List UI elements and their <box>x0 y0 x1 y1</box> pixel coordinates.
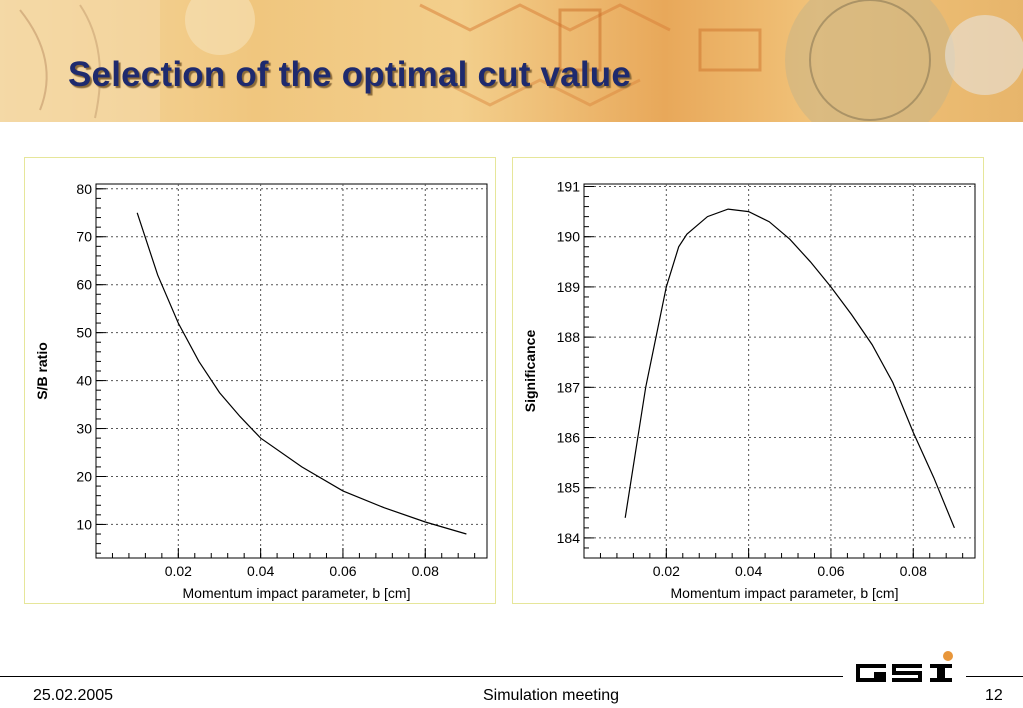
significance-chart: 0.02 0.04 0.06 0.08 184 185 186 187 188 189 190 191… <box>522 179 976 601</box>
sig-y-tick-label: 185 <box>557 480 581 496</box>
sig-x-tick-label: 0.04 <box>735 563 762 579</box>
chart-panel-sb-ratio: 0.02 0.04 0.06 0.08 10 20 30 40 50 60 70 80 Momentum… <box>24 157 496 604</box>
sb-y-tick-label: 80 <box>76 181 92 197</box>
sb-x-tick-label: 0.04 <box>247 563 274 579</box>
sig-x-axis-label: Momentum impact parameter, b [cm] <box>671 585 899 601</box>
sb-y-tick-label: 10 <box>76 516 92 532</box>
sig-y-tick-label: 188 <box>557 329 581 345</box>
sb-ratio-chart: 0.02 0.04 0.06 0.08 10 20 30 40 50 60 70 80 Momentum… <box>34 181 488 601</box>
sig-y-tick-label: 189 <box>557 279 581 295</box>
sb-y-tick-label: 40 <box>76 373 92 389</box>
sb-x-axis-label: Momentum impact parameter, b [cm] <box>183 585 411 601</box>
sb-y-axis-label: S/B ratio <box>34 342 50 400</box>
footer-meeting: Simulation meeting <box>483 687 620 704</box>
sig-y-tick-label: 190 <box>557 229 581 245</box>
sig-y-tick-label: 184 <box>557 530 581 546</box>
banner-decoration <box>0 0 1023 122</box>
sig-x-tick-label: 0.02 <box>653 563 680 579</box>
footer-divider-right <box>966 676 1023 677</box>
sb-plot-frame <box>95 183 488 559</box>
sb-x-tick-label: 0.02 <box>165 563 192 579</box>
sb-y-tick-label: 50 <box>76 325 92 341</box>
footer-page-number: 12 <box>985 687 1003 704</box>
page-title: Selection of the optimal cut value <box>68 55 632 94</box>
sb-y-tick-label: 60 <box>76 277 92 293</box>
sig-data-line <box>624 208 955 529</box>
sig-y-tick-label: 191 <box>557 179 581 195</box>
sig-x-tick-label: 0.06 <box>817 563 844 579</box>
footer-date: 25.02.2005 <box>33 687 114 704</box>
sb-y-tick-label: 20 <box>76 468 92 484</box>
sig-plot-frame <box>583 183 976 559</box>
sb-y-tick-label: 70 <box>76 229 92 245</box>
sig-y-axis-label: Significance <box>522 330 538 413</box>
sig-y-tick-label: 186 <box>557 430 581 446</box>
footer-divider-left <box>0 676 843 677</box>
sig-x-tick-label: 0.08 <box>900 563 927 579</box>
gsi-logo <box>856 651 953 682</box>
sb-x-tick-label: 0.08 <box>412 563 439 579</box>
header-banner: Selection of the optimal cut value <box>0 0 1023 122</box>
sb-data-line <box>136 212 467 535</box>
sig-y-tick-label: 187 <box>557 379 581 395</box>
sb-y-tick-label: 30 <box>76 421 92 437</box>
chart-panel-significance: 0.02 0.04 0.06 0.08 184 185 186 187 188 189 190 191… <box>512 157 984 604</box>
sb-x-tick-label: 0.06 <box>329 563 356 579</box>
